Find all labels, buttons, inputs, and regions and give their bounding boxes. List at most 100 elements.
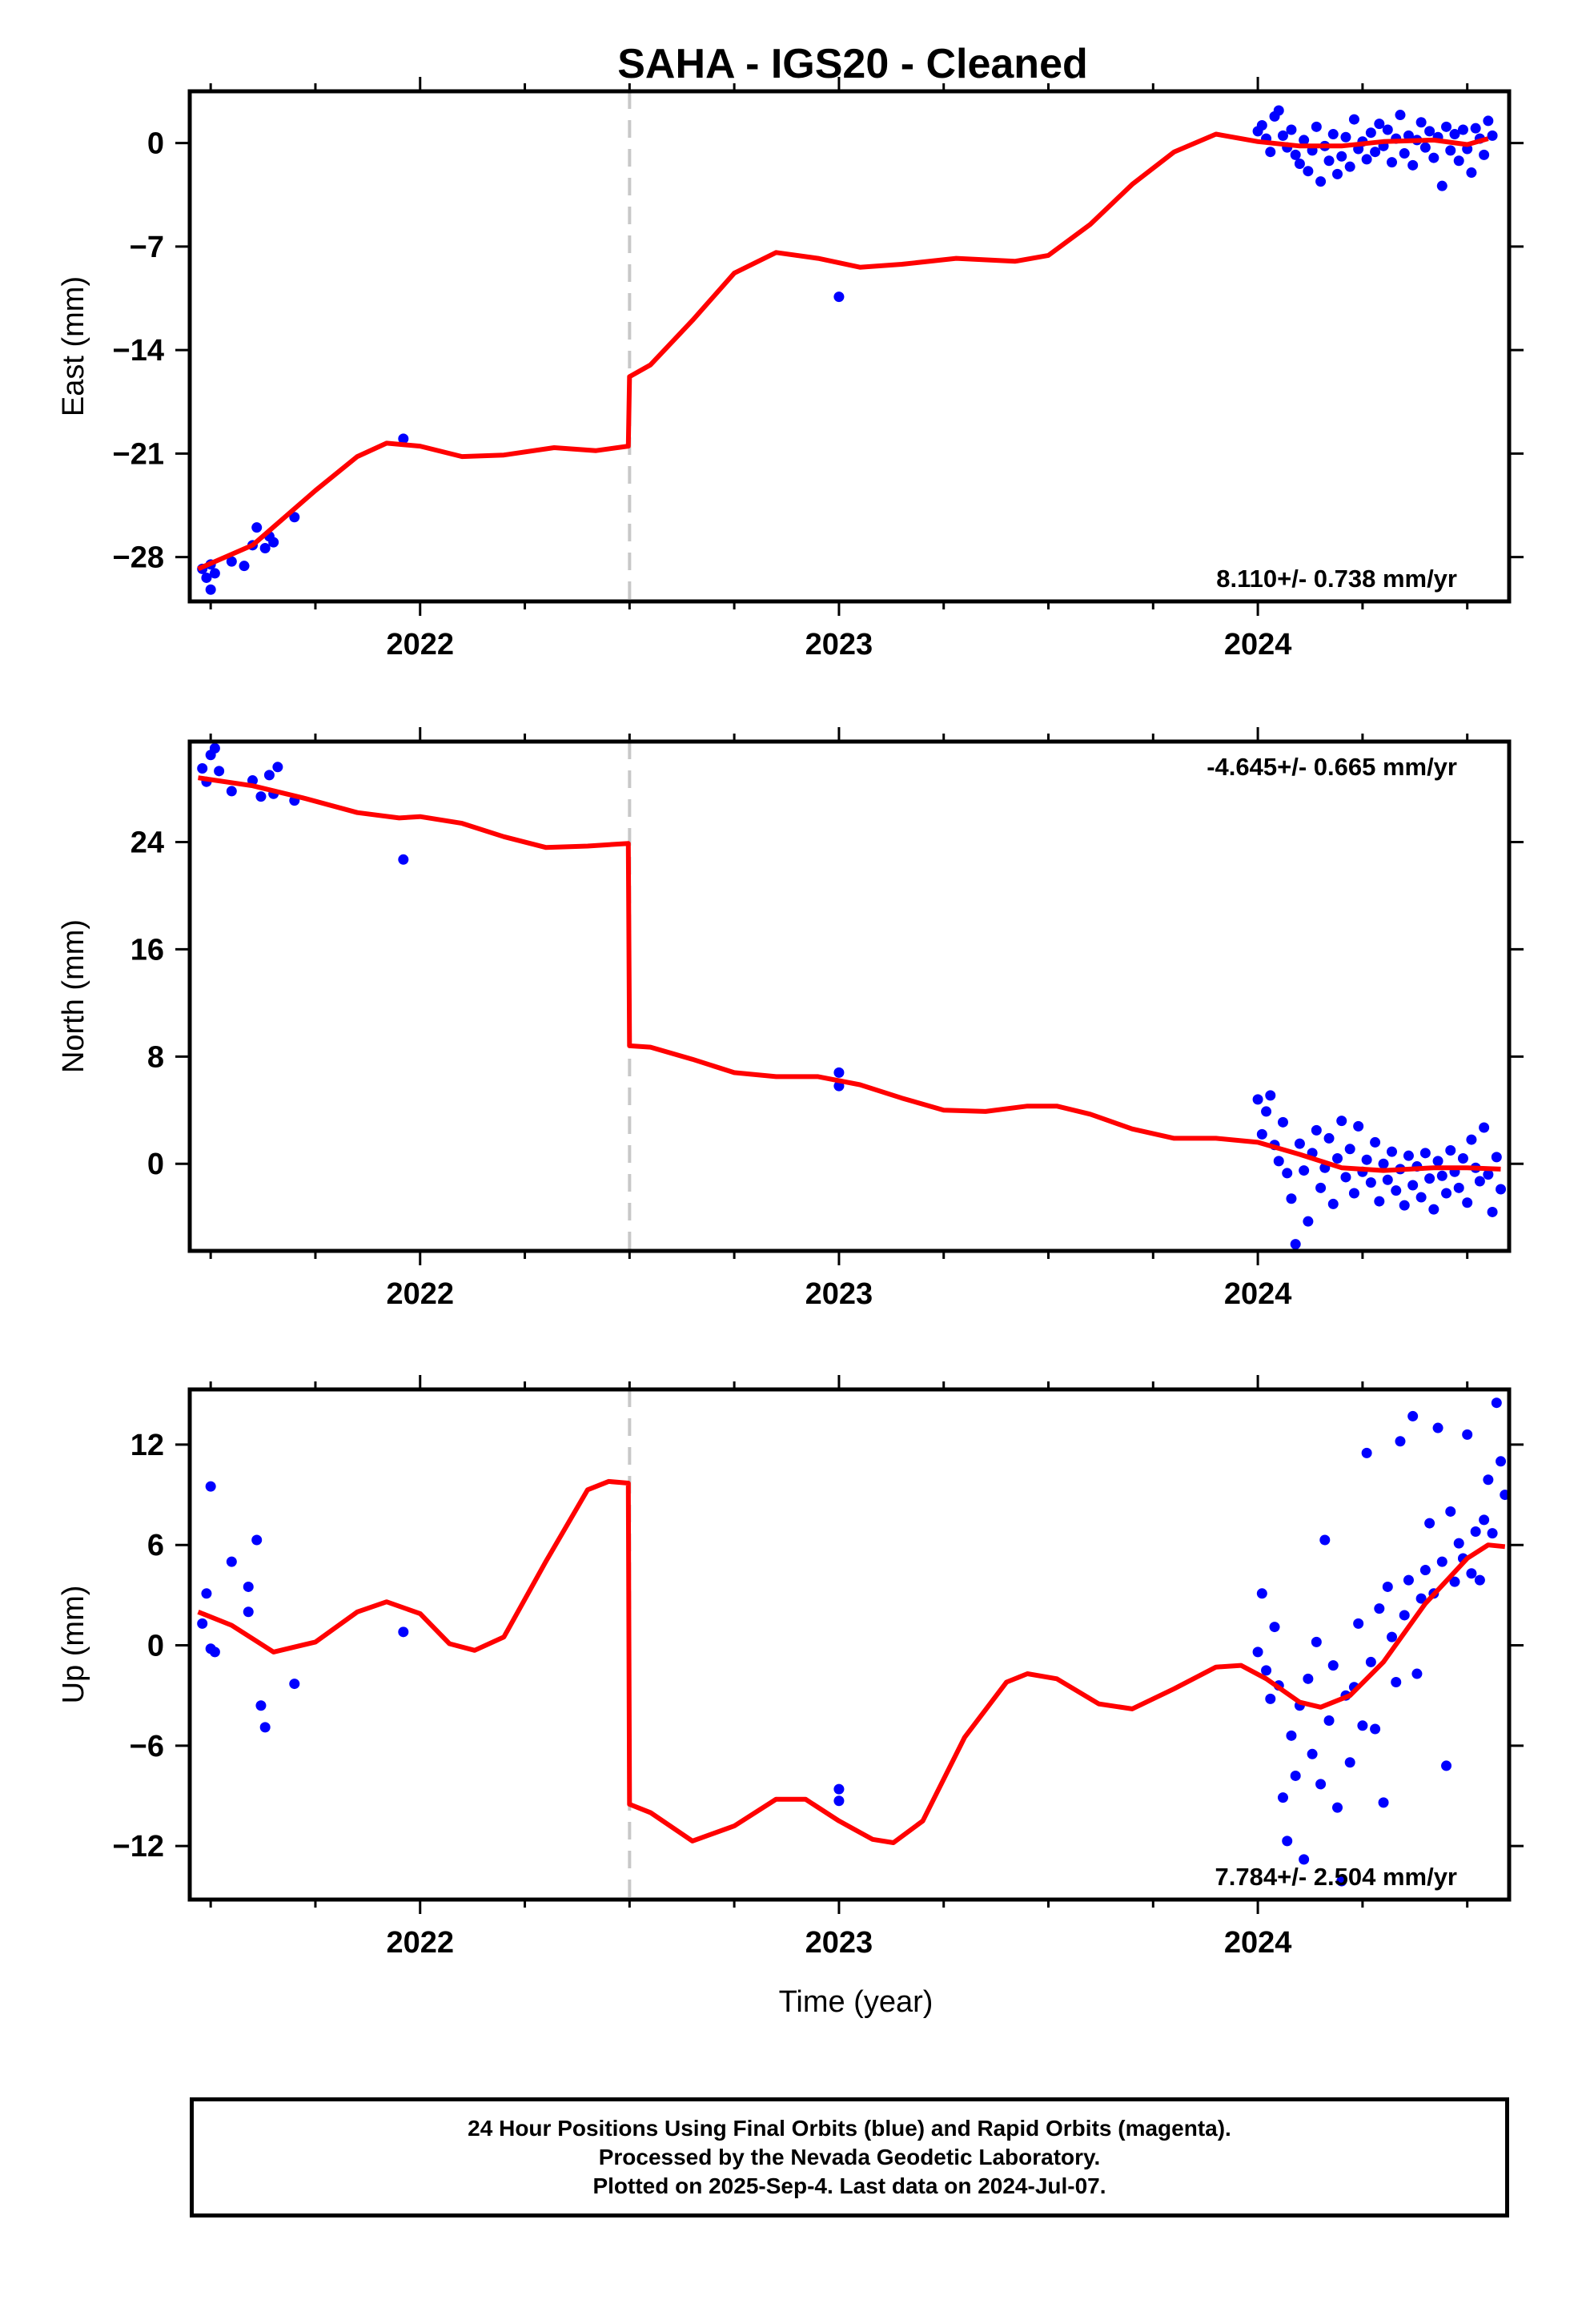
up-data-point xyxy=(259,1722,271,1733)
up-data-point xyxy=(1344,1757,1355,1768)
east-data-point xyxy=(1290,149,1301,160)
north-rate-label: -4.645+/- 0.665 mm/yr xyxy=(1207,753,1457,781)
up-data-point xyxy=(1445,1506,1456,1517)
north-data-point xyxy=(1399,1200,1410,1211)
up-data-point xyxy=(1449,1576,1460,1587)
up-data-point xyxy=(1265,1693,1276,1704)
east-data-point xyxy=(1256,119,1267,131)
north-data-point xyxy=(1419,1148,1431,1159)
footer-line-orbits: 24 Hour Positions Using Final Orbits (bl… xyxy=(468,2116,1231,2141)
north-model-curve xyxy=(198,775,1501,1173)
up-data-point xyxy=(833,1795,845,1807)
up-data-point xyxy=(1323,1715,1335,1727)
east-data-point xyxy=(1403,130,1414,141)
north-data-point xyxy=(833,1067,845,1078)
north-data-point xyxy=(1370,1136,1381,1148)
east-data-point xyxy=(1424,126,1435,137)
up-x-tick-label: 2023 xyxy=(805,1926,873,1960)
north-data-point xyxy=(1331,1153,1343,1164)
north-data-point xyxy=(263,770,275,781)
east-data-point xyxy=(1415,117,1427,128)
east-data-point xyxy=(1453,155,1464,167)
east-data-point xyxy=(1323,155,1335,167)
north-data-point xyxy=(1336,1116,1347,1127)
up-data-point xyxy=(243,1581,254,1592)
up-data-point xyxy=(833,1783,845,1795)
east-x-tick-label: 2023 xyxy=(805,628,873,661)
up-data-point xyxy=(1395,1436,1406,1447)
north-data-point xyxy=(1344,1144,1355,1155)
north-y-tick-label: 24 xyxy=(130,826,164,860)
east-data-point xyxy=(1487,130,1498,141)
east-data-point xyxy=(1348,114,1359,125)
east-data-point xyxy=(1387,157,1398,168)
north-data-point xyxy=(226,786,237,797)
up-data-point xyxy=(1277,1792,1288,1803)
east-panel: 2022 2023 2024 −28 −21 −14 −7 0 East (mm) 8.110+/… xyxy=(57,77,1524,661)
up-data-point xyxy=(1357,1720,1368,1731)
east-data-point xyxy=(1294,158,1305,169)
north-data-point xyxy=(1265,1090,1276,1101)
north-data-point xyxy=(1290,1239,1301,1250)
east-y-tick-label: 0 xyxy=(147,127,164,161)
up-data-point xyxy=(1462,1429,1473,1440)
east-data-point xyxy=(289,512,300,523)
up-data-point xyxy=(1336,1876,1347,1887)
up-data-point xyxy=(1470,1526,1481,1538)
north-data-point xyxy=(1441,1188,1452,1199)
x-axis-label: Time (year) xyxy=(779,1985,934,2019)
north-data-point xyxy=(1311,1124,1322,1136)
up-y-tick-label: 6 xyxy=(147,1529,164,1562)
east-data-point xyxy=(1428,152,1439,163)
east-y-tick-label: −14 xyxy=(113,334,164,368)
north-data-point xyxy=(1327,1198,1339,1209)
up-data-point xyxy=(1331,1802,1343,1813)
east-data-point xyxy=(239,561,250,572)
east-data-point xyxy=(1374,119,1385,130)
footer-line-plotted: Plotted on 2025-Sep-4. Last data on 2024… xyxy=(592,2173,1106,2198)
north-frame xyxy=(187,739,1512,1253)
up-data-point xyxy=(1466,1568,1477,1579)
up-data-point xyxy=(1496,1456,1507,1467)
north-y-axis-label: North (mm) xyxy=(57,919,90,1073)
east-y-tick-label: −21 xyxy=(113,437,164,471)
east-data-point xyxy=(259,543,271,554)
north-panel: 2022 2023 2024 0 8 16 24 North (mm) -4.645+/- 0.… xyxy=(57,727,1524,1311)
east-data-point xyxy=(1382,124,1393,135)
north-data-point xyxy=(1491,1152,1502,1163)
east-data-point xyxy=(205,584,216,595)
north-data-point xyxy=(1282,1168,1293,1179)
up-data-point xyxy=(1407,1410,1419,1421)
up-y-tick-label: 0 xyxy=(147,1630,164,1663)
east-data-point xyxy=(1315,176,1327,187)
up-panel: 2022 2023 2024 −12 −6 0 6 12 Up (mm) 7.784+/- 2.5… xyxy=(57,1375,1524,1960)
up-data-point xyxy=(1436,1556,1447,1567)
up-data-point xyxy=(1387,1631,1398,1642)
up-data-point xyxy=(289,1679,300,1690)
up-y-tick-label: 12 xyxy=(130,1429,164,1462)
north-data-point xyxy=(1407,1180,1419,1191)
north-data-point xyxy=(1382,1174,1393,1185)
up-data-point xyxy=(1403,1574,1414,1586)
north-data-point xyxy=(1277,1116,1288,1128)
up-data-point xyxy=(1299,1854,1310,1865)
east-data-point xyxy=(1445,145,1456,156)
north-data-point xyxy=(1457,1153,1468,1164)
east-data-point xyxy=(1483,115,1494,127)
east-data-point xyxy=(1299,135,1310,146)
up-y-axis-label: Up (mm) xyxy=(57,1586,90,1704)
north-data-point xyxy=(1445,1144,1456,1156)
up-data-point xyxy=(1303,1673,1314,1684)
up-data-point xyxy=(1483,1474,1494,1486)
up-data-point xyxy=(243,1606,254,1618)
north-data-point xyxy=(1387,1146,1398,1157)
up-data-point xyxy=(1361,1447,1372,1458)
north-data-point xyxy=(1487,1206,1498,1217)
up-data-point xyxy=(1327,1660,1339,1671)
up-rate-label: 7.784+/- 2.504 mm/yr xyxy=(1215,1863,1457,1891)
east-data-point xyxy=(1457,124,1468,135)
up-data-point xyxy=(1378,1797,1389,1808)
up-x-tick-label: 2022 xyxy=(386,1926,454,1960)
up-data-point xyxy=(1256,1588,1267,1599)
east-data-point xyxy=(1436,180,1447,191)
